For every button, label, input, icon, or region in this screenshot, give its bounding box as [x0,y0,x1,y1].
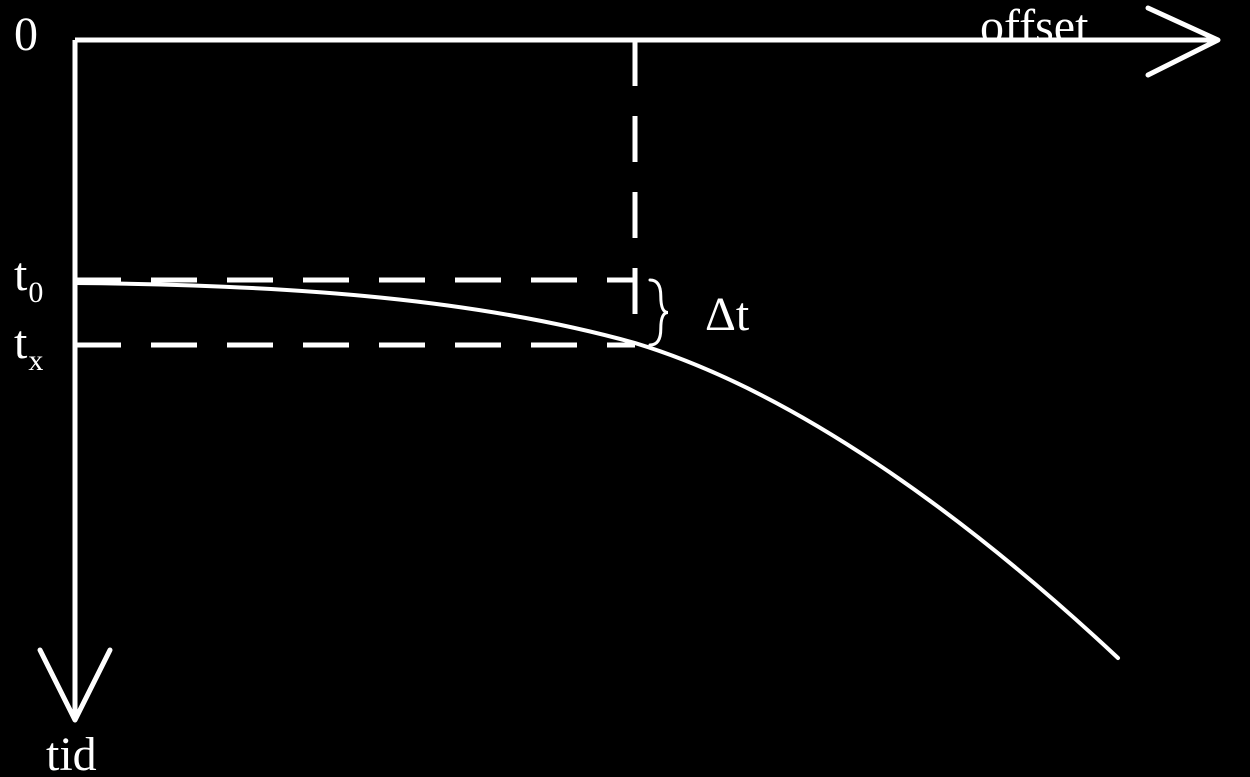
t0-label: t0 [14,248,43,309]
origin-label: 0 [14,8,38,61]
tx-label: tx [14,316,43,377]
delta-t-label: Δt [705,288,750,341]
y-axis-label: tid [46,728,97,777]
delta-t-brace [650,280,668,345]
x-axis-label: offset [980,0,1089,53]
traveltime-curve [75,283,1118,658]
moveout-diagram: 0 offset tid t0 tx Δt [0,0,1250,777]
